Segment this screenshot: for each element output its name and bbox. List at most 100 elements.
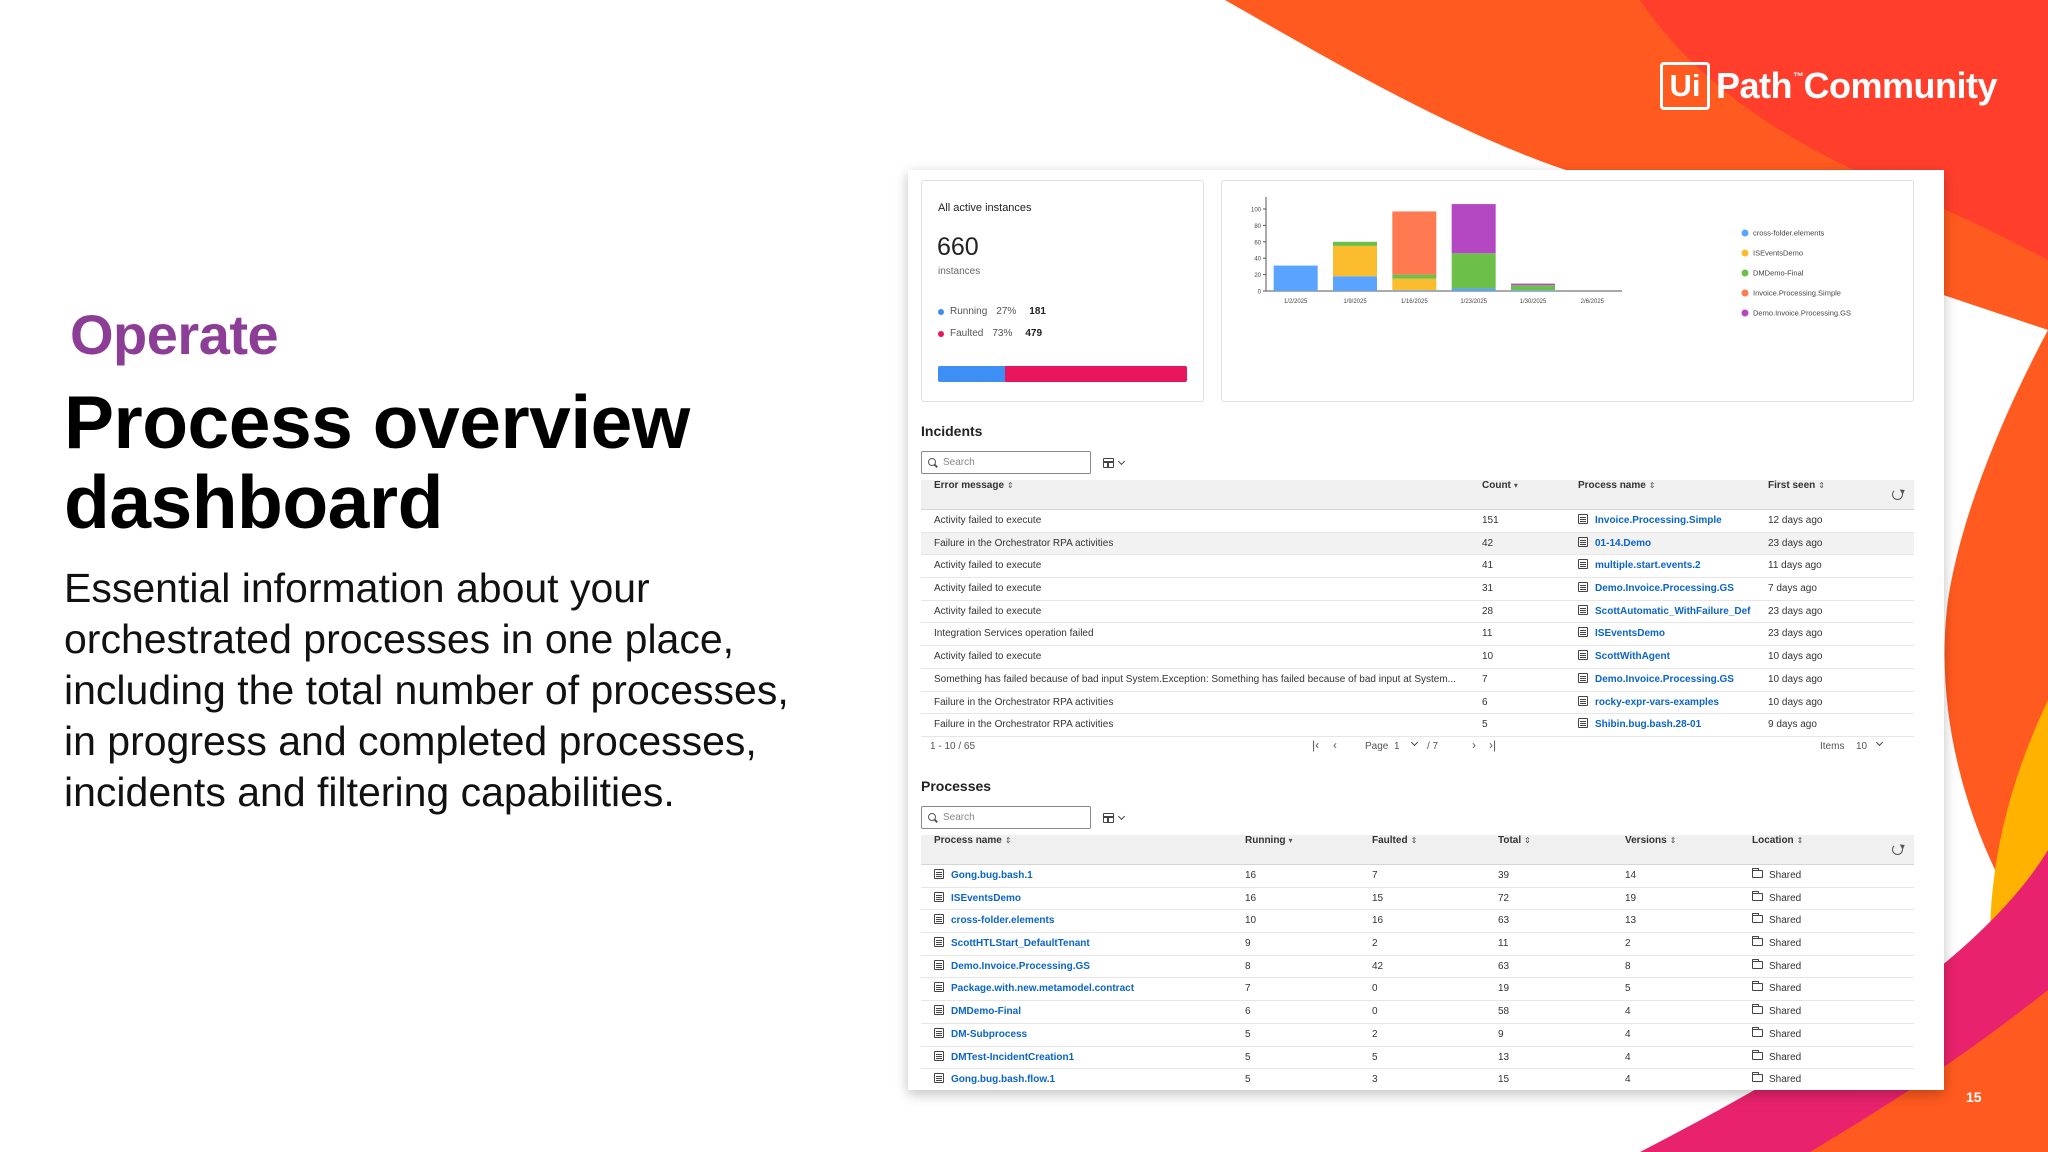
table-row[interactable]: Demo.Invoice.Processing.GS 8 42 63 8 Shared [921,956,1914,979]
incident-process-link[interactable]: 01-14.Demo [1595,537,1652,549]
incidents-search[interactable] [921,451,1091,474]
incident-process-cell[interactable]: rocky-expr-vars-examples [1578,692,1763,714]
table-row[interactable]: DMDemo-Final 6 0 58 4 Shared [921,1001,1914,1024]
processes-search[interactable] [921,806,1091,829]
col-location[interactable]: Location ⇕ [1752,835,1803,865]
col-process-name[interactable]: Process name ⇕ [1578,480,1656,510]
process-name-cell[interactable]: DMDemo-Final [934,1001,1234,1023]
table-row[interactable]: DM-Subprocess 5 2 9 4 Shared [921,1024,1914,1047]
col-total[interactable]: Total ⇕ [1498,835,1531,865]
table-row[interactable]: Gong.bug.bash.1 16 7 39 14 Shared [921,865,1914,888]
table-row[interactable]: Gong.bug.bash.flow.1 5 3 15 4 Shared [921,1069,1914,1090]
process-location: Shared [1769,960,1802,972]
incident-process-link[interactable]: Invoice.Processing.Simple [1595,515,1722,526]
table-row[interactable]: Activity failed to execute 10 ScottWithAge… [921,646,1914,669]
table-row[interactable]: ScottHTLStart_DefaultTenant 9 2 11 2 Shared [921,933,1914,956]
table-row[interactable]: Activity failed to execute 31 Demo.Invoice… [921,578,1914,601]
table-row[interactable]: ISEventsDemo 16 15 72 19 Shared [921,888,1914,911]
col-versions[interactable]: Versions ⇕ [1625,835,1676,865]
process-name-link[interactable]: ISEventsDemo [951,892,1022,904]
last-page-icon[interactable]: ›| [1489,738,1497,752]
page-select-chevron-icon[interactable] [1410,738,1419,747]
table-row[interactable]: Activity failed to execute 28 ScottAutomat… [921,601,1914,624]
pagination-range: 1 - 10 / 65 [930,741,976,752]
refresh-icon[interactable] [1892,844,1903,855]
stat-faulted: Faulted 73% 479 [938,328,1042,339]
table-row[interactable]: Failure in the Orchestrator RPA activiti… [921,692,1914,715]
process-name-cell[interactable]: DM-Subprocess [934,1024,1234,1046]
items-select-chevron-icon[interactable] [1875,738,1884,747]
process-name-link[interactable]: DMTest-IncidentCreation1 [951,1051,1075,1063]
col-count[interactable]: Count ▾ [1482,480,1518,510]
incident-process-cell[interactable]: Demo.Invoice.Processing.GS [1578,669,1763,691]
active-instances-card: All active instances 660 instances Runni… [921,180,1204,402]
incidents-column-chooser[interactable] [1103,453,1135,473]
items-per-page-select[interactable]: 10 [1856,741,1868,752]
incident-process-cell[interactable]: multiple.start.events.2 [1578,555,1763,577]
table-row[interactable]: Integration Services operation failed 11 I… [921,623,1914,647]
incident-process-link[interactable]: Demo.Invoice.Processing.GS [1595,583,1734,595]
incident-process-link[interactable]: multiple.start.events.2 [1595,560,1701,572]
next-page-icon[interactable]: › [1472,738,1476,752]
first-page-icon[interactable]: |‹ [1312,738,1320,752]
incident-process-link[interactable]: ScottAutomatic_WithFailure_Def [1595,605,1751,617]
process-running: 10 [1245,915,1257,927]
incident-process-cell[interactable]: Invoice.Processing.Simple [1578,510,1763,532]
incident-process-cell[interactable]: Shibin.bug.bash.28-01 [1578,714,1763,736]
table-row[interactable]: DMTest-IncidentCreation1 5 5 13 4 Shared [921,1047,1914,1070]
incident-process-cell[interactable]: ISEventsDemo [1578,623,1763,645]
processes-column-chooser[interactable] [1103,808,1135,828]
table-row[interactable]: Activity failed to execute 41 multiple.sta… [921,555,1914,579]
refresh-icon[interactable] [1892,489,1903,500]
process-name-cell[interactable]: Demo.Invoice.Processing.GS [934,956,1234,978]
incident-error-message: Activity failed to execute [934,515,1042,526]
col-proc-name[interactable]: Process name ⇕ [934,835,1012,865]
process-versions: 5 [1625,983,1631,995]
incident-process-link[interactable]: ISEventsDemo [1595,628,1666,640]
stat-faulted-num: 479 [1025,328,1043,339]
table-row[interactable]: Activity failed to execute 151 Invoice.Pro… [921,510,1914,533]
incident-process-cell[interactable]: ScottWithAgent [1578,646,1763,668]
col-running[interactable]: Running ▾ [1245,835,1293,865]
process-name-link[interactable]: cross-folder.elements [951,915,1055,927]
incident-process-link[interactable]: rocky-expr-vars-examples [1595,696,1719,708]
sort-icon: ⇕ [1524,836,1531,845]
process-name-link[interactable]: DM-Subprocess [951,1028,1028,1040]
logo-text-community: Community [1803,65,1998,106]
process-name-cell[interactable]: Gong.bug.bash.1 [934,865,1234,887]
prev-page-icon[interactable]: ‹ [1333,738,1337,752]
incident-process-link[interactable]: Shibin.bug.bash.28-01 [1595,719,1702,731]
processes-search-input[interactable] [943,812,1083,823]
process-name-cell[interactable]: Package.with.new.metamodel.contract [934,978,1234,1000]
incident-process-link[interactable]: Demo.Invoice.Processing.GS [1595,673,1734,685]
page-select[interactable]: 1 [1394,741,1400,752]
y-tick-label: 100 [1251,208,1262,214]
process-name-cell[interactable]: DMTest-IncidentCreation1 [934,1047,1234,1069]
process-name-cell[interactable]: ISEventsDemo [934,888,1234,910]
incidents-search-input[interactable] [943,457,1083,468]
incident-process-cell[interactable]: ScottAutomatic_WithFailure_Def [1578,601,1763,623]
incident-process-cell[interactable]: 01-14.Demo [1578,533,1763,555]
process-name-link[interactable]: Demo.Invoice.Processing.GS [951,960,1090,972]
col-first-seen[interactable]: First seen ⇕ [1768,480,1825,510]
incident-count: 10 [1482,651,1494,663]
col-faulted[interactable]: Faulted ⇕ [1372,835,1417,865]
table-row[interactable]: cross-folder.elements 10 16 63 13 Shared [921,910,1914,934]
process-name-cell[interactable]: cross-folder.elements [934,910,1234,932]
col-error-message[interactable]: Error message ⇕ [934,480,1014,510]
chevron-down-icon [1117,457,1126,466]
process-icon [934,937,944,948]
process-name-link[interactable]: Package.with.new.metamodel.contract [951,983,1135,995]
table-row[interactable]: Package.with.new.metamodel.contract 7 0 19 5… [921,978,1914,1002]
process-name-cell[interactable]: Gong.bug.bash.flow.1 [934,1069,1234,1090]
process-name-link[interactable]: Gong.bug.bash.flow.1 [951,1074,1056,1086]
table-row[interactable]: Something has failed because of bad inpu… [921,669,1914,692]
table-row[interactable]: Failure in the Orchestrator RPA activiti… [921,532,1914,556]
process-name-cell[interactable]: ScottHTLStart_DefaultTenant [934,933,1234,955]
incident-process-cell[interactable]: Demo.Invoice.Processing.GS [1578,578,1763,600]
process-name-link[interactable]: ScottHTLStart_DefaultTenant [951,938,1090,950]
process-name-link[interactable]: DMDemo-Final [951,1006,1021,1018]
table-row[interactable]: Failure in the Orchestrator RPA activiti… [921,714,1914,737]
incident-process-link[interactable]: ScottWithAgent [1595,651,1670,663]
process-name-link[interactable]: Gong.bug.bash.1 [951,870,1033,881]
